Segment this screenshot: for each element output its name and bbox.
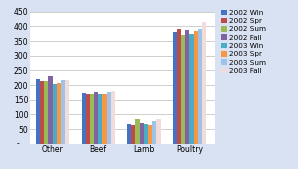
Bar: [44, 81, 49, 144]
Bar: [94, 91, 98, 144]
Text: -: -: [17, 139, 20, 148]
Bar: [103, 94, 107, 144]
Bar: [107, 92, 111, 144]
Bar: [131, 125, 136, 144]
Bar: [86, 94, 90, 144]
Bar: [81, 93, 86, 144]
Bar: [144, 124, 148, 144]
Bar: [198, 29, 202, 144]
Bar: [90, 94, 94, 144]
Bar: [152, 121, 156, 144]
Bar: [185, 30, 190, 144]
Bar: [65, 80, 69, 144]
Bar: [127, 124, 131, 144]
Bar: [98, 94, 103, 144]
Bar: [136, 119, 140, 144]
Bar: [194, 31, 198, 144]
Bar: [61, 80, 65, 144]
Bar: [57, 83, 61, 144]
Bar: [177, 29, 181, 144]
Bar: [53, 84, 57, 144]
Bar: [111, 91, 115, 144]
Bar: [40, 81, 44, 144]
Bar: [190, 34, 194, 144]
Bar: [173, 32, 177, 144]
Legend: 2002 Win, 2002 Spr, 2002 Sum, 2002 Fall, 2003 Win, 2003 Spr, 2003 Sum, 2003 Fall: 2002 Win, 2002 Spr, 2002 Sum, 2002 Fall,…: [220, 9, 266, 75]
Bar: [36, 79, 40, 144]
Bar: [156, 119, 161, 144]
Bar: [202, 22, 206, 144]
Bar: [181, 35, 185, 144]
Bar: [148, 125, 152, 144]
Bar: [49, 76, 53, 144]
Bar: [140, 123, 144, 144]
